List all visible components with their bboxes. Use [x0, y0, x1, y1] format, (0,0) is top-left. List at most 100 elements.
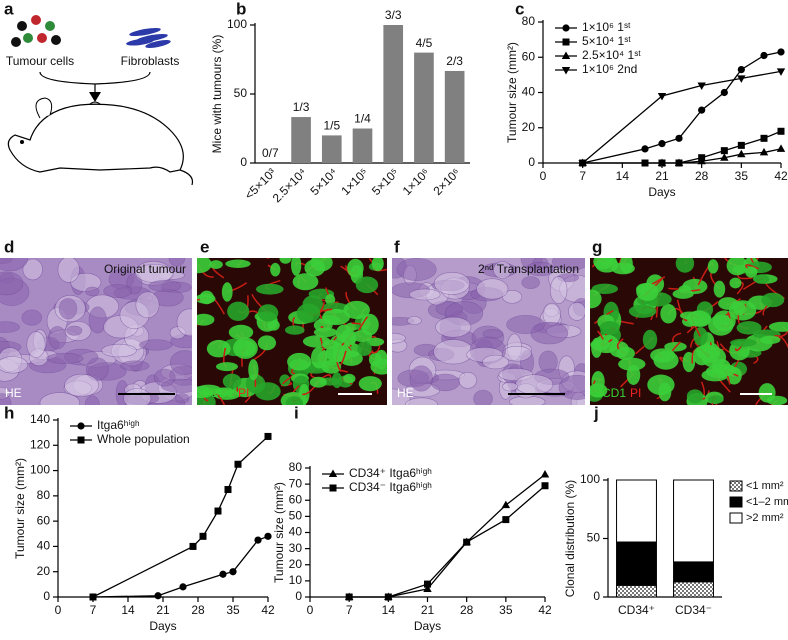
- tissue: [396, 258, 437, 281]
- caption: HE: [397, 386, 414, 400]
- fibre: [267, 258, 286, 260]
- x-tick-label: 14: [121, 603, 135, 617]
- marker: [697, 82, 706, 90]
- tissue: [521, 276, 540, 289]
- cell-cluster: [599, 321, 620, 335]
- marker: [658, 140, 666, 148]
- caption: PI: [630, 386, 641, 400]
- cell: [17, 21, 27, 31]
- cell-cluster: [233, 337, 258, 359]
- cell-cluster: [197, 313, 215, 326]
- x-tick-label: 1×10⁵: [338, 165, 371, 198]
- y-tick-label: 40: [37, 539, 51, 553]
- legend-label: <1 mm²: [746, 480, 784, 492]
- cell-cluster: [206, 339, 231, 358]
- bar-segment: [673, 479, 714, 563]
- bar: [291, 117, 311, 163]
- x-tick-label: 7: [90, 603, 97, 617]
- x-axis-label: Days: [648, 185, 675, 199]
- marker: [737, 149, 746, 158]
- cell-cluster: [321, 359, 342, 374]
- x-tick-label: 14: [382, 603, 396, 617]
- cell-cluster: [347, 258, 364, 278]
- cell-cluster: [636, 282, 659, 301]
- cell-cluster: [292, 273, 319, 291]
- tissue: [176, 308, 192, 337]
- tissue: [405, 397, 438, 405]
- panel-label: b: [236, 0, 246, 18]
- marker: [199, 532, 207, 540]
- marker: [776, 68, 786, 76]
- tissue: [64, 373, 99, 397]
- y-tick-label: 60: [522, 49, 536, 63]
- y-tick-label: 50: [289, 509, 303, 523]
- y-tick-label: 100: [227, 17, 247, 31]
- fibroblasts: [126, 27, 171, 48]
- series-line: [582, 70, 782, 164]
- marker: [254, 536, 262, 544]
- cell-cluster: [343, 300, 370, 320]
- marker: [384, 593, 392, 601]
- texture: [392, 258, 585, 405]
- caption: Original tumour: [104, 262, 186, 276]
- marker: [561, 51, 571, 59]
- x-tick-label: CD34⁻: [675, 603, 712, 617]
- cell-cluster: [270, 262, 281, 277]
- marker: [189, 542, 197, 550]
- tissue: [0, 271, 24, 296]
- value-label: 1/3: [293, 100, 310, 114]
- tissue: [430, 373, 460, 392]
- marker: [641, 145, 649, 153]
- tissue: [85, 286, 100, 297]
- cell-cluster: [726, 258, 748, 276]
- marker: [502, 516, 510, 524]
- marker: [264, 432, 272, 440]
- marker: [234, 460, 242, 468]
- marker: [562, 24, 570, 32]
- marker: [760, 51, 768, 60]
- cell-cluster: [257, 335, 277, 351]
- tissue: [58, 297, 78, 320]
- cell: [37, 33, 47, 43]
- y-tick-label: 0: [295, 589, 302, 603]
- y-tick-label: 20: [289, 557, 303, 571]
- marker: [540, 469, 550, 478]
- x-tick-label: 7: [346, 603, 353, 617]
- cell-cluster: [760, 335, 781, 345]
- x-tick-label: 5×10⁵: [369, 165, 402, 198]
- tissue: [0, 356, 28, 374]
- cell-cluster: [713, 280, 726, 298]
- cell-cluster: [285, 325, 305, 335]
- cell-cluster: [285, 396, 304, 405]
- cell-cluster: [729, 277, 742, 289]
- tissue: [473, 389, 493, 405]
- cell-cluster: [332, 342, 344, 363]
- diagram: Tumour cells Fibroblasts: [6, 15, 194, 186]
- tissue: [558, 374, 585, 400]
- cell-cluster: [686, 310, 711, 327]
- marker: [720, 88, 728, 97]
- cell-cluster: [590, 383, 608, 398]
- x-tick-label: 28: [191, 603, 205, 617]
- tissue: [66, 325, 83, 336]
- panel-label: i: [294, 403, 299, 422]
- cell-cluster: [228, 324, 254, 340]
- y-tick-label: 80: [37, 488, 51, 502]
- y-tick-label: 0: [593, 589, 600, 603]
- tissue: [502, 381, 518, 392]
- legend-label: CD34⁻ Itga6ʰⁱᵍʰ: [349, 480, 432, 494]
- tissue: [168, 258, 185, 267]
- panel-label: f: [394, 237, 400, 256]
- marker: [777, 127, 785, 135]
- legend-label: <1–2 mm²: [746, 496, 788, 508]
- caption: PI: [238, 386, 249, 400]
- marker: [737, 75, 746, 83]
- y-axis-label: Tumour size (mm²): [272, 482, 286, 583]
- tissue: [101, 343, 137, 358]
- value-label: 2/3: [446, 54, 463, 68]
- tissue: [139, 339, 173, 351]
- legend-label: 2.5×10⁴ 1ˢᵗ: [582, 48, 641, 62]
- cell-cluster: [248, 359, 259, 381]
- marker: [328, 469, 338, 477]
